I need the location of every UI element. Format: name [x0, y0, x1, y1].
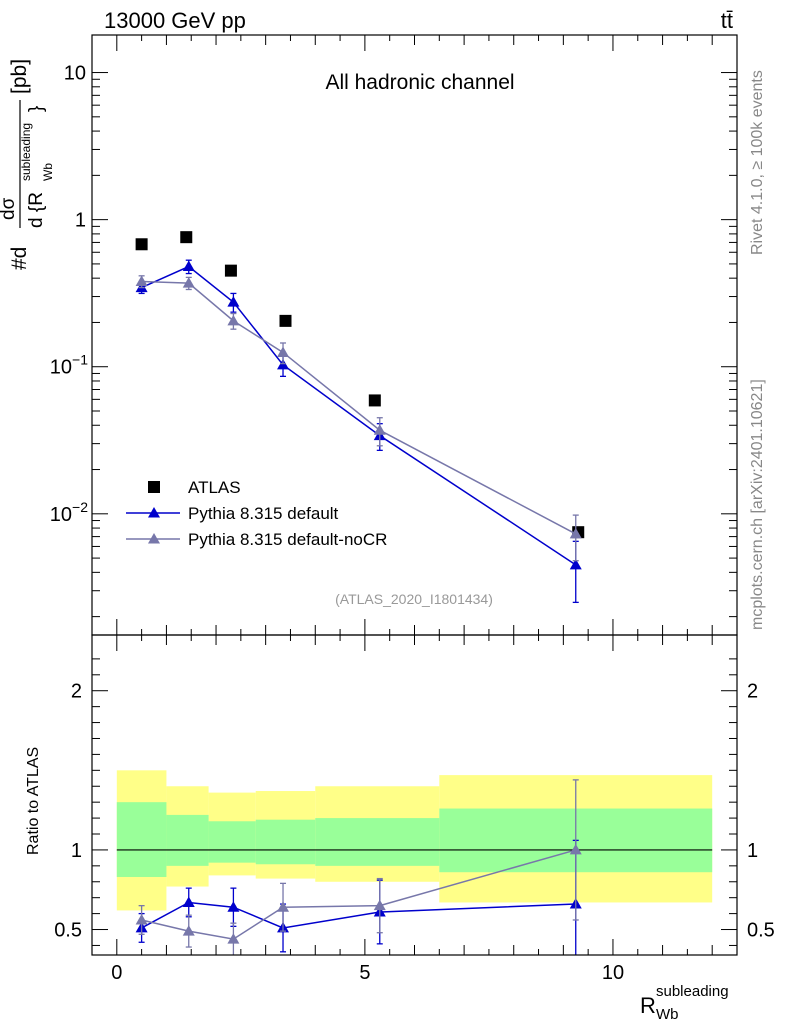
rivet-version-label: Rivet 4.1.0, ≥ 100k events: [749, 70, 766, 255]
channel-label: All hadronic channel: [325, 71, 514, 94]
uncertainty-band-green: [208, 821, 256, 863]
y-label-denominator: d {R: [26, 192, 47, 228]
y-label-den-sub: Wb: [41, 163, 55, 181]
atlas-data-point: [368, 394, 381, 407]
legend-label: Pythia 8.315 default-noCR: [188, 530, 387, 549]
x-axis-label: R subleading Wb: [640, 983, 729, 1023]
ratio-y-tick-label-left: 1: [71, 840, 82, 862]
legend-label: Pythia 8.315 default: [188, 504, 339, 523]
uncertainty-band-green: [255, 819, 316, 865]
energy-label: 13000 GeV pp: [104, 8, 246, 33]
series-marker-2: [227, 314, 240, 326]
x-label-main: R: [640, 993, 656, 1018]
mcplots-label: mcplots.cern.ch [arXiv:2401.10621]: [749, 379, 766, 630]
x-tick-label: 5: [359, 962, 370, 984]
atlas-data-point: [224, 264, 237, 277]
series-marker-2: [277, 346, 290, 357]
atlas-data-point: [180, 231, 193, 244]
legend-marker: [148, 533, 160, 544]
series-marker-2: [182, 277, 195, 288]
series-line-1: [141, 265, 577, 566]
y-tick-label: 10−1: [50, 352, 88, 379]
ratio-y-tick-label-right: 0.5: [747, 920, 775, 942]
series-marker-1: [182, 260, 195, 272]
analysis-id-label: (ATLAS_2020_I1801434): [335, 591, 493, 607]
ratio-line-0: [141, 901, 576, 929]
process-label: tt̄: [721, 8, 733, 33]
atlas-data-point: [135, 238, 148, 251]
legend-marker-atlas: [148, 481, 160, 493]
series-marker-1: [227, 296, 240, 307]
series-marker-1: [569, 558, 582, 570]
uncertainty-band-green: [315, 818, 440, 866]
main-panel: 10 1 10−1 10−2 All hadronic channel (ATLAS_…: [50, 34, 738, 636]
x-label-sup: subleading: [656, 983, 729, 1000]
y-tick-label: 1: [75, 210, 86, 232]
legend-marker: [148, 507, 160, 518]
series-marker-2: [373, 424, 386, 435]
ratio-marker-1: [135, 913, 148, 925]
ratio-marker-0: [182, 896, 195, 907]
ratio-panel: 0.5 0.5 1 1 2 2 0 5 10: [54, 634, 775, 984]
uncertainty-band-green: [166, 814, 209, 866]
x-tick-label: 0: [111, 962, 122, 984]
ratio-marker-0: [227, 901, 240, 912]
ratio-y-tick-label-right: 2: [747, 681, 758, 703]
x-label-sub: Wb: [656, 1006, 679, 1023]
y-label-unit: [pb]: [8, 59, 31, 94]
y-label-close: }: [26, 106, 47, 112]
ratio-marker-1: [182, 925, 195, 936]
series-line-2: [141, 280, 577, 535]
atlas-data-point: [279, 314, 292, 327]
ratio-marker-1: [227, 933, 240, 944]
legend-label: ATLAS: [188, 478, 241, 497]
main-y-axis-label: #d dσ d {R subleading Wb } [pb]: [0, 59, 55, 270]
series-marker-2: [569, 527, 582, 539]
ratio-y-axis-label: Ratio to ATLAS: [25, 747, 42, 855]
ratio-y-tick-label-left: 0.5: [54, 920, 82, 942]
ratio-marker-1: [277, 901, 290, 912]
ratio-line-1: [141, 849, 576, 940]
ratio-y-tick-label-left: 2: [71, 681, 82, 703]
x-tick-label: 10: [602, 962, 624, 984]
y-tick-label: 10−2: [50, 499, 88, 526]
series-marker-2: [135, 275, 148, 286]
legend: ATLAS Pythia 8.315 default Pythia 8.315 de…: [126, 478, 387, 549]
y-label-hash: #d: [8, 247, 31, 270]
ratio-y-tick-label-right: 1: [747, 840, 758, 862]
ratio-marker-1: [569, 843, 582, 855]
y-label-numerator: dσ: [0, 197, 19, 220]
y-tick-label: 10: [64, 63, 86, 85]
y-label-den-sup: subleading: [19, 123, 33, 181]
uncertainty-band-green: [116, 802, 167, 877]
ratio-marker-1: [373, 899, 386, 911]
